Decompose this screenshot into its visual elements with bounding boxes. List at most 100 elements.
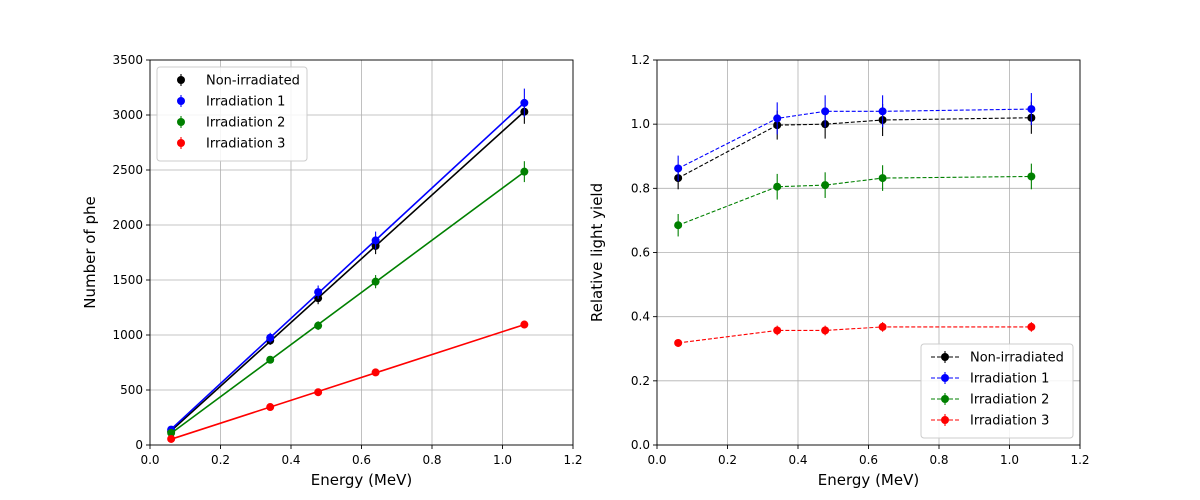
- legend-item-non-irradiated: Non-irradiated: [931, 351, 1064, 366]
- data-point: [371, 368, 380, 377]
- x-tick-label: 0.6: [352, 453, 371, 467]
- y-tick-label: 3000: [112, 108, 143, 122]
- y-tick-label: 0.6: [631, 246, 650, 260]
- legend-label: Irradiation 3: [970, 414, 1049, 429]
- legend-marker: [177, 118, 185, 126]
- series-irradiation-2: [167, 161, 529, 437]
- y-tick-label: 0: [135, 438, 143, 452]
- x-tick-label: 1.0: [1000, 453, 1019, 467]
- x-tick-label: 1.2: [1070, 453, 1089, 467]
- x-tick-label: 0.4: [788, 453, 807, 467]
- y-tick-label: 0.4: [631, 310, 650, 324]
- legend-item-irradiation-1: Irradiation 1: [931, 372, 1049, 387]
- legend-marker: [941, 416, 949, 424]
- data-point: [674, 221, 683, 230]
- data-point: [520, 167, 529, 176]
- fit-line-irradiation-2: [170, 171, 525, 434]
- y-tick-label: 0.8: [631, 181, 650, 195]
- data-point: [821, 181, 830, 190]
- y-tick-label: 500: [120, 383, 143, 397]
- x-tick-label: 0.2: [211, 453, 230, 467]
- series-line-irradiation-2: [677, 175, 1032, 226]
- series-line-irradiation-3: [678, 326, 1032, 344]
- y-tick-label: 2000: [112, 218, 143, 232]
- data-point: [1027, 322, 1036, 331]
- chart-panel-1: 0.0 0.2 0.4 0.6 0.8 1.0 1.2 0 500 1000 1500 2000 250…: [81, 53, 583, 489]
- data-point: [314, 288, 323, 297]
- legend-item-irradiation-1: Irradiation 1: [177, 95, 285, 110]
- legend-marker: [177, 139, 185, 147]
- legend-marker: [941, 395, 949, 403]
- fit-line-irradiation-1: [170, 102, 525, 430]
- legend-item-non-irradiated: Non-irradiated: [177, 74, 300, 89]
- x-tick-label: 0.0: [647, 453, 666, 467]
- x-tick-label: 0.8: [422, 453, 441, 467]
- y-axis-title: Number of phe: [81, 196, 99, 309]
- x-tick-label: 0.2: [718, 453, 737, 467]
- data-point: [878, 322, 887, 331]
- series-irradiation-2: [674, 163, 1036, 237]
- legend-label: Irradiation 2: [970, 393, 1049, 408]
- legend-label: Irradiation 3: [206, 137, 285, 152]
- data-point: [674, 164, 683, 173]
- data-point: [1027, 105, 1036, 114]
- legend-item-irradiation-3: Irradiation 3: [177, 137, 285, 152]
- legend-box: [156, 66, 308, 162]
- legend-label: Irradiation 2: [206, 116, 285, 131]
- legend-label: Irradiation 1: [206, 95, 285, 110]
- data-point: [773, 326, 782, 335]
- series-irradiation-1: [674, 93, 1036, 182]
- y-tick-label: 1.2: [631, 53, 650, 67]
- series-irradiation-3: [167, 320, 529, 443]
- fit-line-non-irradiated: [170, 110, 525, 432]
- x-tick-label: 0.4: [281, 453, 300, 467]
- data-point: [878, 174, 887, 183]
- legend-label: Irradiation 1: [970, 372, 1049, 387]
- data-point: [266, 333, 275, 342]
- series-non-irradiated: [674, 101, 1036, 190]
- data-point: [266, 403, 275, 412]
- data-point: [821, 107, 830, 116]
- fit-line-irradiation-3: [170, 323, 525, 440]
- legend-label: Non-irradiated: [970, 351, 1064, 366]
- data-point: [674, 338, 683, 347]
- data-point: [266, 355, 275, 364]
- x-axis-title: Energy (MeV): [818, 471, 919, 489]
- series-line-irradiation-1: [677, 108, 1032, 169]
- data-point: [1027, 172, 1036, 181]
- data-point: [520, 98, 529, 107]
- legend-marker: [941, 353, 949, 361]
- data-point: [773, 182, 782, 191]
- x-tick-label: 1.2: [563, 453, 582, 467]
- legend-marker: [941, 374, 949, 382]
- legend-item-irradiation-2: Irradiation 2: [177, 116, 285, 131]
- legend-marker: [177, 97, 185, 105]
- y-tick-label: 1500: [112, 273, 143, 287]
- legend: Non-irradiated Irradiation 1 Irradiation 2…: [156, 66, 308, 162]
- series-irradiation-3: [674, 322, 1036, 347]
- x-axis-title: Energy (MeV): [311, 471, 412, 489]
- x-tick-label: 1.0: [493, 453, 512, 467]
- y-tick-label: 0.2: [631, 374, 650, 388]
- data-point: [878, 107, 887, 116]
- data-point: [167, 434, 176, 443]
- y-tick-label: 2500: [112, 163, 143, 177]
- y-tick-label: 3500: [112, 53, 143, 67]
- x-tick-label: 0.8: [929, 453, 948, 467]
- y-tick-label: 1.0: [631, 117, 650, 131]
- data-point: [773, 114, 782, 123]
- data-point: [167, 428, 176, 437]
- y-tick-label: 1000: [112, 328, 143, 342]
- legend: Non-irradiated Irradiation 1 Irradiation 2…: [920, 343, 1074, 439]
- data-point: [314, 388, 323, 397]
- x-tick-label: 0.0: [140, 453, 159, 467]
- x-tick-label: 0.6: [859, 453, 878, 467]
- y-axis-title: Relative light yield: [588, 183, 606, 322]
- legend-box: [920, 343, 1074, 439]
- chart-panel-2: 0.0 0.2 0.4 0.6 0.8 1.0 1.2 0.0 0.2 0.4 0.6 0.8 1.0 1…: [588, 53, 1090, 489]
- legend-item-irradiation-3: Irradiation 3: [931, 414, 1049, 429]
- y-tick-label: 0.0: [631, 438, 650, 452]
- legend-marker: [177, 76, 185, 84]
- series-line-non-irradiated: [677, 117, 1032, 179]
